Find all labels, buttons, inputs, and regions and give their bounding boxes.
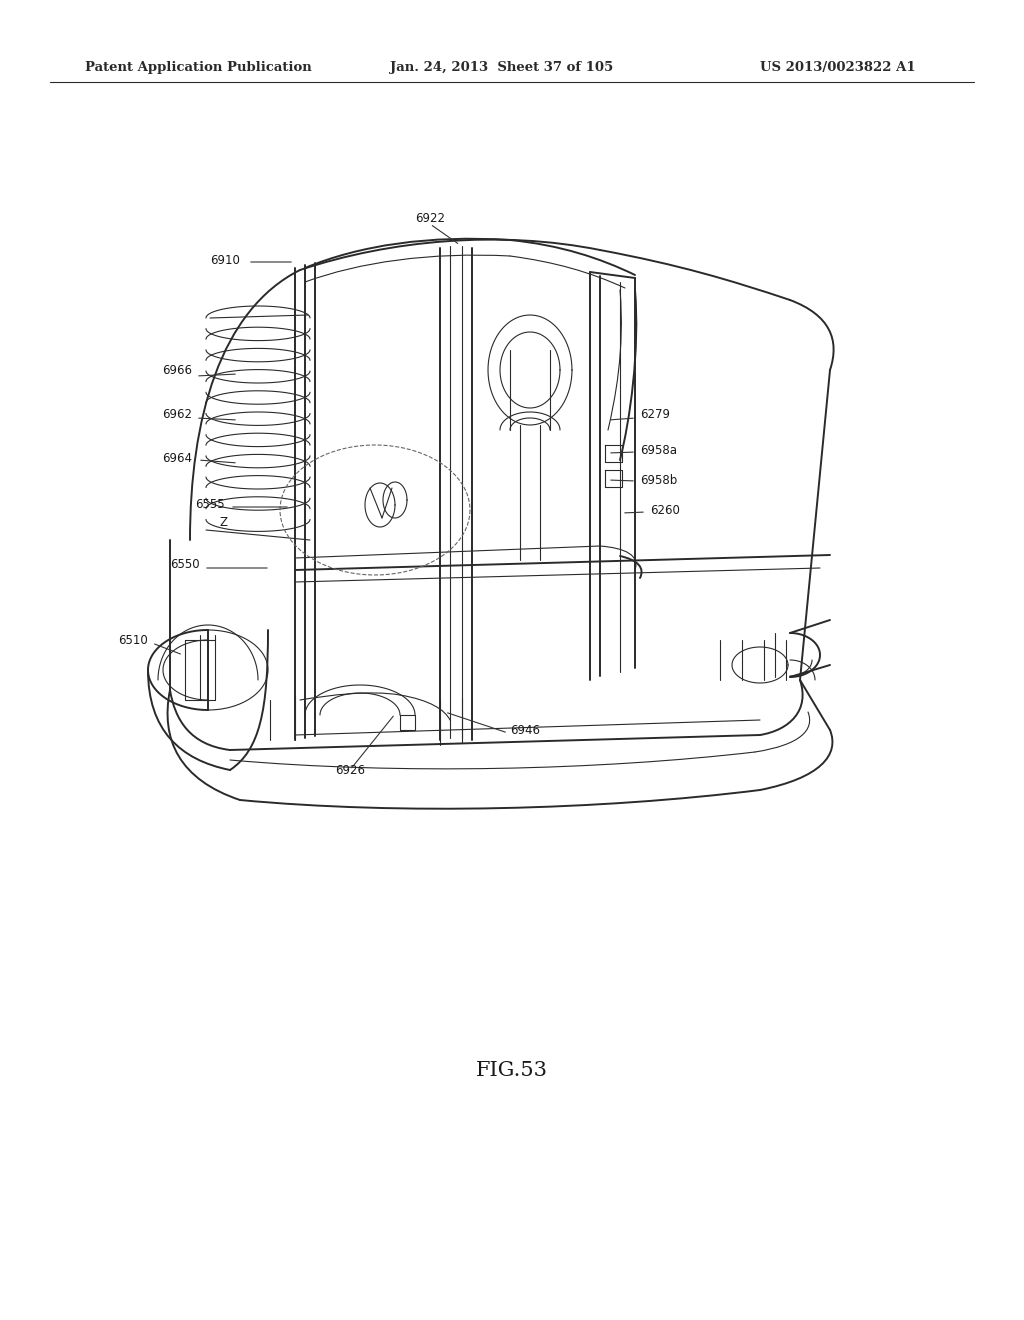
- Text: 6966: 6966: [162, 363, 193, 376]
- Text: 6510: 6510: [118, 634, 148, 647]
- Text: Z: Z: [220, 516, 228, 528]
- Text: 6550: 6550: [170, 558, 200, 572]
- Text: 6958b: 6958b: [640, 474, 677, 487]
- Text: Jan. 24, 2013  Sheet 37 of 105: Jan. 24, 2013 Sheet 37 of 105: [390, 62, 613, 74]
- Text: 6260: 6260: [650, 503, 680, 516]
- Text: FIG.53: FIG.53: [476, 1060, 548, 1080]
- Text: 6922: 6922: [415, 211, 445, 224]
- Text: 6964: 6964: [162, 451, 193, 465]
- Text: 6958a: 6958a: [640, 444, 677, 457]
- Text: US 2013/0023822 A1: US 2013/0023822 A1: [760, 62, 915, 74]
- Text: 6555: 6555: [196, 499, 225, 511]
- Text: 6946: 6946: [510, 723, 540, 737]
- Text: 6962: 6962: [162, 408, 193, 421]
- Text: 6926: 6926: [335, 763, 365, 776]
- Text: 6910: 6910: [210, 253, 240, 267]
- Text: Patent Application Publication: Patent Application Publication: [85, 62, 311, 74]
- Text: 6279: 6279: [640, 408, 670, 421]
